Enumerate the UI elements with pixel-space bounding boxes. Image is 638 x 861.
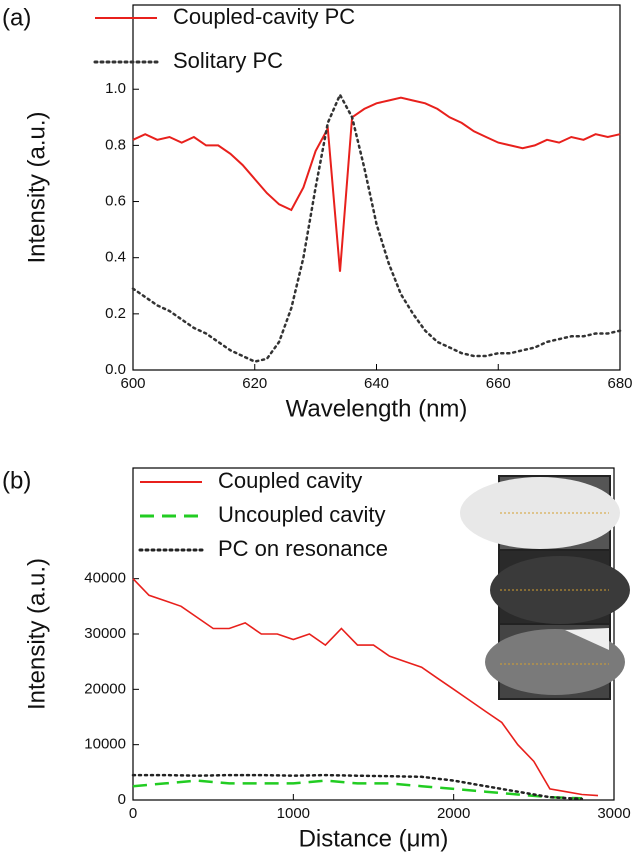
series-line [131, 91, 622, 363]
legend-label: Uncoupled cavity [218, 502, 386, 527]
y-tick-label: 1.0 [105, 80, 126, 97]
y-tick-label: 0.6 [105, 193, 126, 210]
series-line [132, 779, 582, 800]
y-tick-label: 10000 [84, 736, 126, 753]
y-tick-label: 0 [118, 791, 126, 808]
legend-label: Coupled-cavity PC [173, 4, 355, 29]
x-tick-label: 3000 [597, 805, 630, 822]
series-line [132, 96, 621, 272]
y-axis-title: Intensity (a.u.) [23, 111, 50, 263]
x-tick-label: 680 [607, 375, 632, 392]
y-tick-label: 0.0 [105, 361, 126, 378]
x-tick-label: 600 [120, 375, 145, 392]
panel-label: (b) [2, 467, 31, 494]
x-axis-title: Wavelength (nm) [286, 395, 468, 422]
series-line [132, 578, 599, 797]
y-tick-label: 0.2 [105, 305, 126, 322]
x-tick-label: 640 [364, 375, 389, 392]
inset-image [460, 475, 630, 700]
inset-tip [565, 628, 609, 650]
legend-label: PC on resonance [218, 536, 388, 561]
x-tick-label: 660 [486, 375, 511, 392]
y-tick-label: 20000 [84, 680, 126, 697]
x-tick-label: 0 [129, 805, 137, 822]
y-axis-title: Intensity (a.u.) [23, 558, 50, 710]
x-tick-label: 2000 [437, 805, 470, 822]
y-tick-label: 30000 [84, 625, 126, 642]
y-tick-label: 0.4 [105, 249, 126, 266]
y-tick-label: 40000 [84, 570, 126, 587]
legend-label: Solitary PC [173, 48, 283, 73]
x-axis-title: Distance (μm) [299, 825, 449, 852]
x-tick-label: 620 [242, 375, 267, 392]
panel-label: (a) [2, 4, 31, 31]
inset-mid [485, 629, 625, 695]
series-line [131, 773, 584, 801]
legend-label: Coupled cavity [218, 468, 362, 493]
y-tick-label: 0.8 [105, 136, 126, 153]
x-tick-label: 1000 [277, 805, 310, 822]
